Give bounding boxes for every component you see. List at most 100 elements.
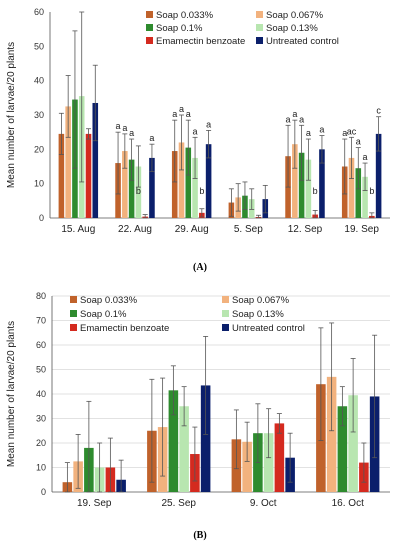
y-tick-label-1-1: 10: [36, 463, 46, 473]
bar-1-2-4: [274, 423, 285, 492]
x-tick-label-0-2: 29. Aug: [175, 224, 209, 235]
panel-a-label: (A): [193, 262, 207, 273]
annotation-0-2-2: a: [186, 109, 191, 119]
annotation-0-4-5: a: [319, 125, 324, 135]
legend-swatch-0-3: [256, 24, 263, 31]
x-tick-label-0-0: 15. Aug: [61, 224, 95, 235]
bar-0-0-5: [92, 102, 99, 218]
bar-0-2-1: [178, 142, 185, 218]
annotation-0-4-1: a: [292, 109, 297, 119]
y-axis-label-1: Mean number of larvae/20 plants: [6, 321, 17, 467]
legend-label-1-2: Soap 0.1%: [80, 309, 127, 320]
bar-0-2-0: [171, 151, 178, 218]
legend-label-1-5: Untreated control: [232, 323, 305, 334]
x-tick-label-0-1: 22. Aug: [118, 224, 152, 235]
annotation-0-2-1: a: [179, 104, 184, 114]
x-tick-label-1-0: 19. Sep: [77, 498, 112, 509]
y-tick-label-0-0: 0: [39, 213, 44, 223]
bar-0-1-3: [135, 166, 142, 218]
y-tick-label-0-5: 50: [34, 41, 44, 51]
legend-label-1-1: Soap 0.067%: [232, 295, 290, 306]
annotation-0-5-3: a: [363, 152, 368, 162]
annotation-0-1-2: a: [129, 128, 134, 138]
annotation-0-4-2: a: [299, 114, 304, 124]
y-tick-label-0-2: 20: [34, 144, 44, 154]
legend-swatch-0-4: [146, 37, 153, 44]
y-tick-label-1-8: 80: [36, 291, 46, 301]
y-tick-label-0-4: 40: [34, 76, 44, 86]
legend-swatch-1-3: [222, 310, 229, 317]
y-tick-label-1-6: 60: [36, 340, 46, 350]
x-tick-label-1-3: 16. Oct: [332, 498, 364, 509]
bar-0-2-5: [205, 144, 212, 218]
bar-0-2-3: [192, 157, 198, 218]
y-tick-label-1-2: 20: [36, 438, 46, 448]
legend-label-0-5: Untreated control: [266, 36, 339, 47]
legend-swatch-1-4: [70, 324, 77, 331]
x-tick-label-0-5: 19. Sep: [344, 224, 379, 235]
annotation-0-2-3: a: [193, 126, 198, 136]
legend-label-0-3: Soap 0.13%: [266, 23, 318, 34]
bar-0-5-5: [375, 133, 382, 218]
legend-swatch-0-2: [146, 24, 153, 31]
annotation-0-4-0: a: [286, 114, 291, 124]
legend-label-1-4: Emamectin benzoate: [80, 323, 169, 334]
annotation-0-1-0: a: [116, 121, 121, 131]
annotation-0-5-2: a: [356, 137, 361, 147]
bar-0-5-1: [348, 157, 355, 218]
y-tick-label-0-3: 30: [34, 110, 44, 120]
annotation-extra-0-1-0: b: [136, 186, 141, 196]
annotation-0-2-0: a: [172, 109, 177, 119]
bar-0-2-2: [185, 147, 192, 218]
bar-0-5-3: [362, 176, 368, 218]
bar-0-1-2: [128, 159, 135, 218]
legend-label-1-0: Soap 0.033%: [80, 295, 138, 306]
panel-b-label: (B): [193, 530, 207, 541]
annotation-0-1-5: a: [149, 133, 154, 143]
bar-0-4-1: [292, 144, 298, 218]
bar-1-1-2: [168, 390, 179, 492]
annotation-0-5-1: ac: [347, 126, 357, 136]
legend-label-0-4: Emamectin benzoate: [156, 36, 245, 47]
annotation-0-2-5: a: [206, 119, 211, 129]
legend-swatch-1-0: [70, 296, 77, 303]
x-tick-label-0-4: 12. Sep: [288, 224, 323, 235]
y-tick-label-1-3: 30: [36, 414, 46, 424]
bar-0-1-1: [122, 151, 128, 218]
annotation-extra-0-2-0: b: [199, 186, 204, 196]
bar-1-3-1: [326, 376, 337, 492]
x-tick-label-1-1: 25. Sep: [162, 498, 197, 509]
bar-1-1-3: [179, 406, 189, 492]
x-tick-label-1-2: 9. Oct: [250, 498, 277, 509]
legend-swatch-0-0: [146, 11, 153, 18]
y-tick-label-1-7: 70: [36, 316, 46, 326]
y-tick-label-0-1: 10: [34, 179, 44, 189]
y-tick-label-1-4: 40: [36, 389, 46, 399]
bar-1-3-3: [348, 395, 358, 492]
legend-label-0-0: Soap 0.033%: [156, 10, 214, 21]
bar-0-0-1: [65, 106, 71, 218]
annotation-0-4-3: a: [306, 128, 311, 138]
annotation-0-5-0: a: [342, 128, 347, 138]
annotation-0-5-5: c: [376, 106, 381, 116]
legend-swatch-1-5: [222, 324, 229, 331]
bar-0-0-4: [85, 133, 92, 218]
bar-0-4-2: [298, 152, 305, 218]
legend-swatch-0-1: [256, 11, 263, 18]
bar-1-1-5: [200, 385, 211, 492]
annotation-0-1-1: a: [122, 123, 127, 133]
y-tick-label-1-0: 0: [41, 487, 46, 497]
bar-1-2-1: [242, 441, 252, 492]
legend-label-0-1: Soap 0.067%: [266, 10, 324, 21]
legend-swatch-1-1: [222, 296, 229, 303]
annotation-extra-0-5-0: b: [369, 186, 374, 196]
legend-label-1-3: Soap 0.13%: [232, 309, 284, 320]
bar-1-3-2: [337, 406, 348, 492]
legend-label-0-2: Soap 0.1%: [156, 23, 203, 34]
y-tick-label-0-6: 60: [34, 7, 44, 17]
bar-0-5-2: [355, 168, 362, 218]
bar-0-0-0: [58, 133, 65, 218]
bar-0-4-3: [305, 159, 312, 218]
bar-0-1-5: [149, 157, 155, 218]
